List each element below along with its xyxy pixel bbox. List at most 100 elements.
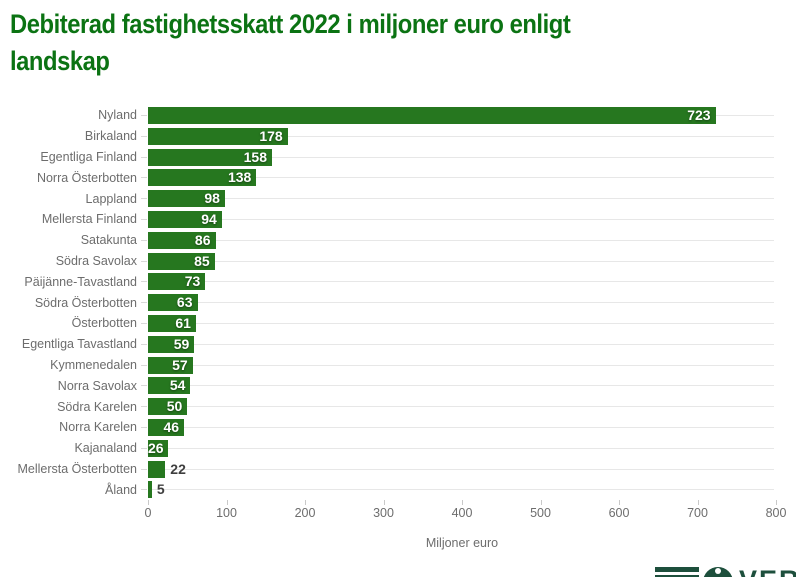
logo-wordmark: VERO: [739, 565, 796, 577]
value-label: 22: [170, 460, 186, 477]
x-axis-tick: [462, 500, 463, 506]
category-label: Kymmenedalen: [50, 358, 137, 372]
category-tick: [141, 156, 147, 158]
bar[interactable]: [148, 190, 225, 208]
category-label: Södra Savolax: [55, 254, 137, 268]
chart-title-line1: Debiterad fastighetsskatt 2022 i miljone…: [10, 9, 571, 39]
value-label: 50: [166, 398, 183, 415]
bar[interactable]: [148, 273, 206, 291]
vero-skatt-logo: VERO: [655, 565, 796, 577]
logo-emblem-dot-icon: [715, 568, 721, 574]
category-label: Egentliga Tavastland: [21, 337, 137, 352]
category-tick: [141, 343, 147, 345]
bar[interactable]: [148, 481, 152, 499]
bar[interactable]: [148, 377, 191, 395]
category-label: Birkaland: [84, 129, 137, 144]
category-tick: [141, 177, 147, 179]
value-label: 5: [156, 481, 165, 498]
value-label: 723: [687, 106, 711, 123]
bar[interactable]: [148, 169, 257, 187]
category-gridline: [148, 302, 774, 304]
category-tick: [141, 302, 147, 304]
value-label: 85: [194, 252, 210, 269]
category-tick: [141, 135, 147, 137]
bar[interactable]: [148, 314, 196, 332]
category-label: Norra Österbotten: [36, 170, 137, 185]
category-label: Österbotten: [71, 316, 137, 331]
category-label: Södra Österbotten: [34, 295, 137, 310]
category-gridline: [148, 260, 774, 262]
chart-title-line2: landskap: [10, 46, 110, 76]
category-tick: [141, 114, 147, 116]
x-axis-tick: [148, 500, 149, 506]
bar[interactable]: [148, 127, 288, 145]
x-axis-tick: [697, 500, 699, 506]
category-tick: [141, 239, 147, 241]
x-axis-tick-label: 400: [451, 506, 473, 521]
category-label: Päijänne-Tavastland: [24, 274, 137, 289]
x-axis-tick-label: 200: [294, 506, 316, 521]
category-tick: [141, 447, 147, 449]
bar[interactable]: [148, 294, 198, 312]
value-label: 158: [243, 148, 267, 165]
category-gridline: [148, 364, 774, 366]
category-tick: [141, 468, 147, 470]
category-tick: [141, 426, 147, 428]
category-tick: [141, 198, 147, 200]
category-label: Egentliga Finland: [40, 150, 137, 164]
x-axis-tick: [383, 500, 385, 506]
chart-title: Debiterad fastighetsskatt 2022 i miljone…: [10, 6, 647, 80]
category-gridline: [148, 322, 774, 324]
value-label: 46: [163, 418, 180, 435]
x-axis-tick-label: 300: [373, 506, 394, 521]
x-axis-tick-label: 0: [144, 506, 152, 521]
value-label: 86: [194, 231, 211, 248]
category-gridline: [148, 156, 774, 158]
category-tick: [141, 322, 147, 324]
category-label: Åland: [105, 482, 137, 497]
category-gridline: [148, 385, 774, 387]
x-axis-tick-label: 800: [765, 506, 787, 521]
bar[interactable]: [148, 356, 193, 374]
category-tick: [141, 406, 147, 408]
logo-flag-stripes-icon: [655, 567, 699, 577]
category-tick: [141, 489, 147, 491]
bar[interactable]: [148, 210, 222, 228]
bar[interactable]: [148, 231, 216, 249]
category-label: Satakunta: [80, 233, 137, 248]
category-label: Nyland: [98, 108, 137, 123]
bar[interactable]: [148, 148, 272, 166]
value-label: 63: [176, 294, 193, 311]
bar[interactable]: [148, 335, 195, 353]
bar[interactable]: [148, 439, 169, 457]
x-axis-tick-label: 700: [687, 506, 708, 521]
x-axis-tick: [226, 500, 228, 506]
category-gridline: [148, 489, 774, 491]
x-axis-tick-label: 600: [608, 506, 630, 521]
category-gridline: [148, 468, 774, 470]
category-label: Södra Karelen: [57, 399, 137, 414]
category-label: Norra Savolax: [57, 378, 137, 393]
x-axis-tick-label: 100: [216, 506, 237, 521]
category-gridline: [148, 447, 774, 449]
value-label: 178: [259, 127, 283, 144]
bar[interactable]: [148, 460, 166, 478]
value-label: 57: [172, 356, 188, 373]
category-gridline: [148, 218, 774, 220]
category-gridline: [148, 177, 774, 179]
x-axis-title: Miljoner euro: [425, 536, 499, 550]
x-axis-tick: [305, 500, 306, 506]
bar[interactable]: [148, 418, 185, 436]
category-gridline: [148, 281, 774, 283]
bar[interactable]: [148, 398, 188, 416]
category-label: Norra Karelen: [59, 420, 137, 435]
x-axis-tick: [619, 500, 620, 506]
bar[interactable]: [148, 252, 215, 270]
category-label: Lappland: [85, 191, 137, 206]
category-tick: [141, 281, 147, 283]
bar[interactable]: [148, 106, 716, 124]
value-label: 54: [169, 377, 186, 394]
category-tick: [141, 385, 147, 387]
value-label: 73: [184, 273, 201, 290]
value-label: 94: [201, 210, 217, 227]
